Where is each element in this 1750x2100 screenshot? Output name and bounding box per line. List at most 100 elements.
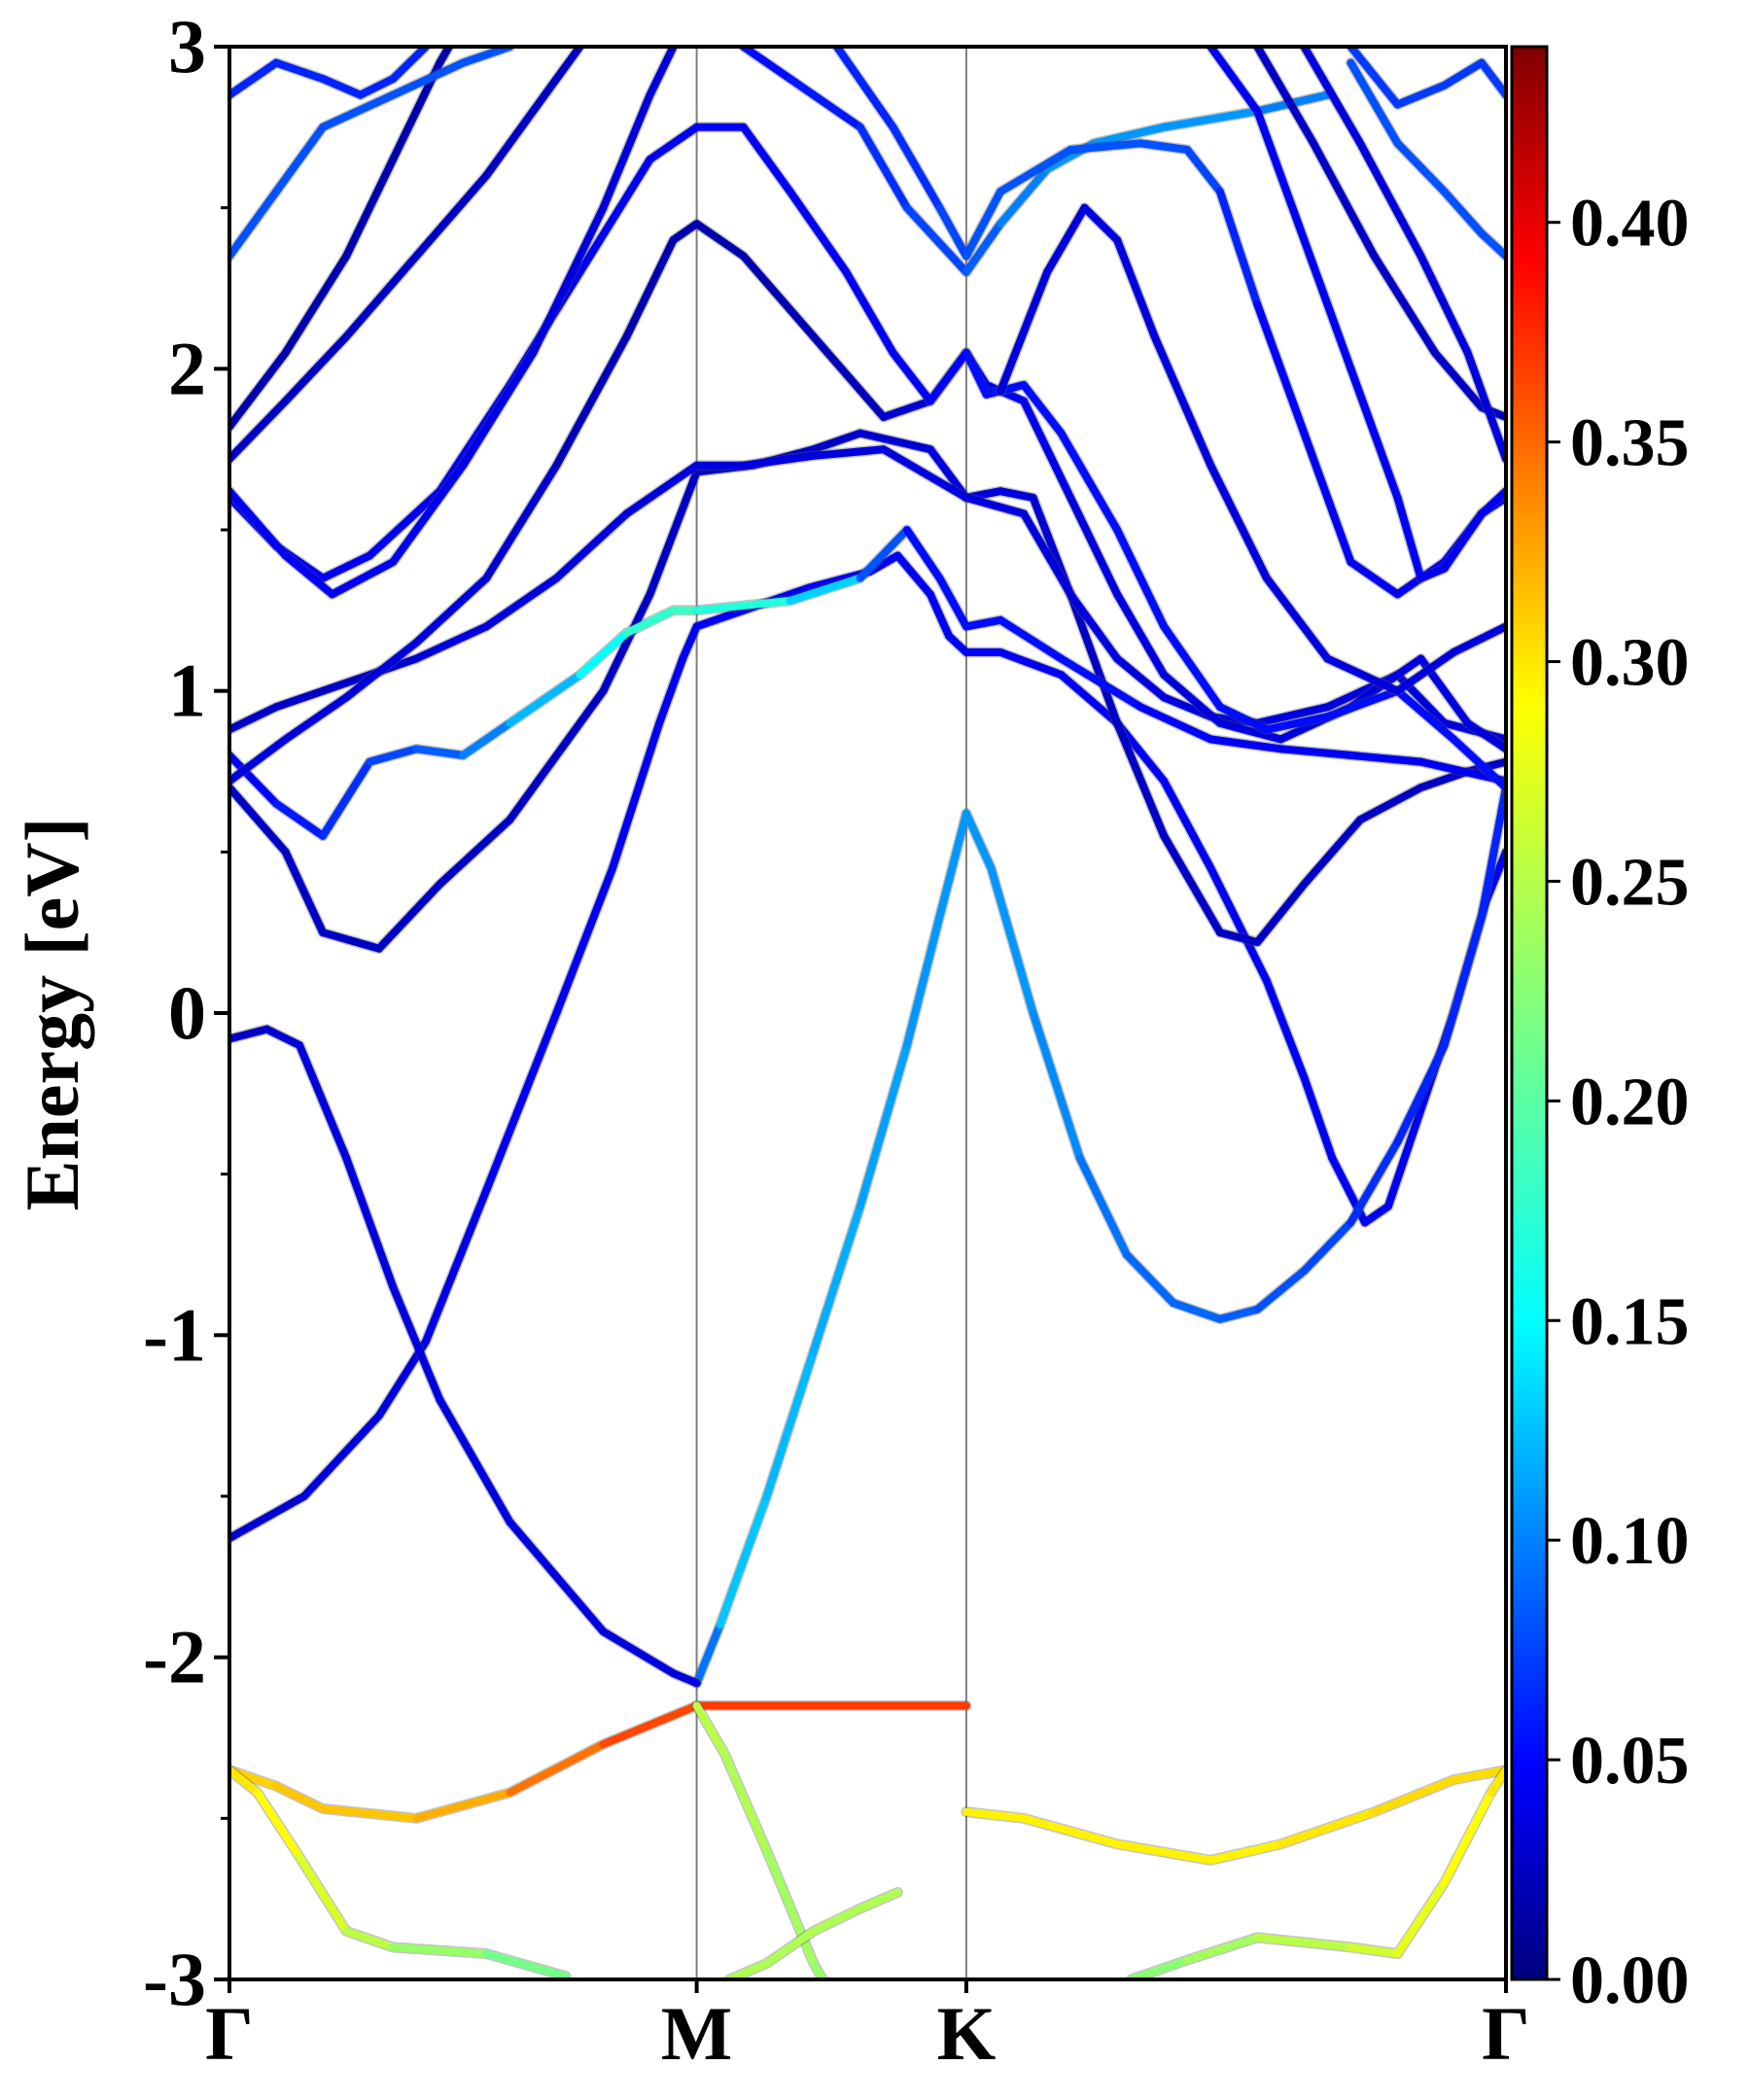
band-segment — [893, 551, 934, 599]
band-lines — [229, 47, 1506, 1979]
band-segment — [1169, 1299, 1224, 1323]
band-segment — [552, 47, 584, 84]
band-segment — [229, 751, 281, 808]
band-segment — [997, 615, 1066, 663]
band-segment — [412, 171, 491, 261]
band-segment — [319, 671, 374, 695]
band-segment — [1160, 622, 1224, 712]
band-segment — [679, 622, 701, 663]
band-segment — [935, 203, 970, 261]
band-segment — [529, 203, 608, 357]
band-segment — [1300, 429, 1355, 567]
band-segment — [272, 58, 328, 84]
band-segment — [299, 1412, 383, 1500]
y-axis-ticks: -3 -2 -1 0 1 2 3 — [143, 4, 229, 2021]
band-segment — [599, 1628, 678, 1678]
colorbar-tick-label: 0.35 — [1570, 406, 1690, 481]
band-segment — [1463, 348, 1506, 464]
band-segment — [319, 757, 374, 840]
band-segment — [1383, 1105, 1425, 1210]
band-segment — [412, 622, 491, 663]
band-segment — [599, 1701, 701, 1749]
band-segment — [1207, 1839, 1285, 1865]
band-segment — [1215, 718, 1285, 744]
band-segment — [229, 1492, 308, 1543]
band-segment — [1478, 58, 1506, 99]
colorbar-tick-label: 0.15 — [1570, 1284, 1690, 1359]
band-segment — [739, 252, 818, 341]
band-segment — [319, 75, 365, 99]
colorbar-tick-label: 0.30 — [1570, 626, 1690, 701]
x-tick-label: Γ — [1482, 1991, 1530, 2076]
band-segment — [1323, 654, 1402, 695]
band-segment — [762, 1347, 818, 1500]
band-segment — [389, 47, 430, 84]
band-segment — [389, 461, 468, 567]
band-line-11 — [229, 443, 1506, 745]
band-line-9 — [229, 428, 1506, 955]
band-segment — [1440, 509, 1486, 573]
band-segment — [281, 252, 351, 357]
band-segment — [1020, 509, 1075, 599]
band-segment — [1057, 429, 1122, 534]
band-segment — [1207, 735, 1285, 753]
band-segment — [902, 203, 970, 276]
band-segment — [1113, 718, 1169, 840]
colorbar-tick-label: 0.00 — [1570, 1943, 1690, 2018]
y-tick-label: -3 — [143, 1937, 206, 2021]
band-segment — [1356, 784, 1425, 824]
band-segment — [281, 332, 351, 405]
band-segment — [762, 1846, 818, 1968]
band-segment — [889, 122, 944, 212]
band-segment — [809, 1959, 827, 1979]
band-segment — [436, 1395, 514, 1526]
band-line-5 — [723, 1887, 903, 1979]
band-segment — [739, 47, 794, 84]
band-segment — [342, 1154, 398, 1291]
band-segment — [229, 784, 290, 857]
band-segment — [669, 220, 701, 244]
band-segment — [1113, 1839, 1215, 1865]
band-segment — [962, 809, 996, 872]
band-segment — [1393, 1041, 1449, 1146]
band-segment — [1323, 686, 1402, 721]
band-line-16 — [229, 47, 455, 433]
band-segment — [436, 47, 453, 67]
band-segment — [1262, 976, 1309, 1082]
colorbar-tick-label: 0.05 — [1570, 1724, 1690, 1799]
band-segment — [229, 58, 281, 99]
band-segment — [935, 574, 970, 631]
band-segment — [262, 1025, 304, 1050]
band-line-18 — [229, 47, 432, 101]
band-segment — [1207, 863, 1271, 985]
band-segment — [809, 332, 888, 421]
band-segment — [609, 718, 664, 872]
band-segment — [1253, 1267, 1309, 1313]
band-segment — [646, 47, 678, 99]
band-segment — [1478, 784, 1506, 921]
band-segment — [1347, 47, 1402, 109]
band-segment — [739, 451, 818, 470]
band-line-8 — [229, 1024, 703, 1689]
band-segment — [1160, 831, 1224, 937]
band-segment — [997, 146, 1075, 196]
band-segment — [506, 1740, 608, 1797]
band-segment — [786, 574, 864, 605]
band-line-4 — [229, 1765, 572, 1979]
band-segment — [987, 863, 1037, 1017]
band-segment — [926, 348, 970, 405]
band-segment — [272, 1782, 328, 1813]
band-segment — [1277, 745, 1355, 759]
band-segment — [1020, 380, 1066, 438]
band-segment — [1347, 1942, 1402, 1958]
band-segment — [720, 1750, 771, 1855]
band-segment — [459, 348, 538, 470]
band-segment — [1057, 654, 1145, 712]
band-segment — [1450, 735, 1506, 792]
band-segment — [1067, 590, 1122, 727]
band-segment — [832, 47, 897, 131]
band-segment — [1253, 1933, 1355, 1951]
y-tick-label: 1 — [168, 648, 206, 733]
band-segment — [1417, 564, 1449, 582]
band-segment — [1067, 139, 1145, 154]
